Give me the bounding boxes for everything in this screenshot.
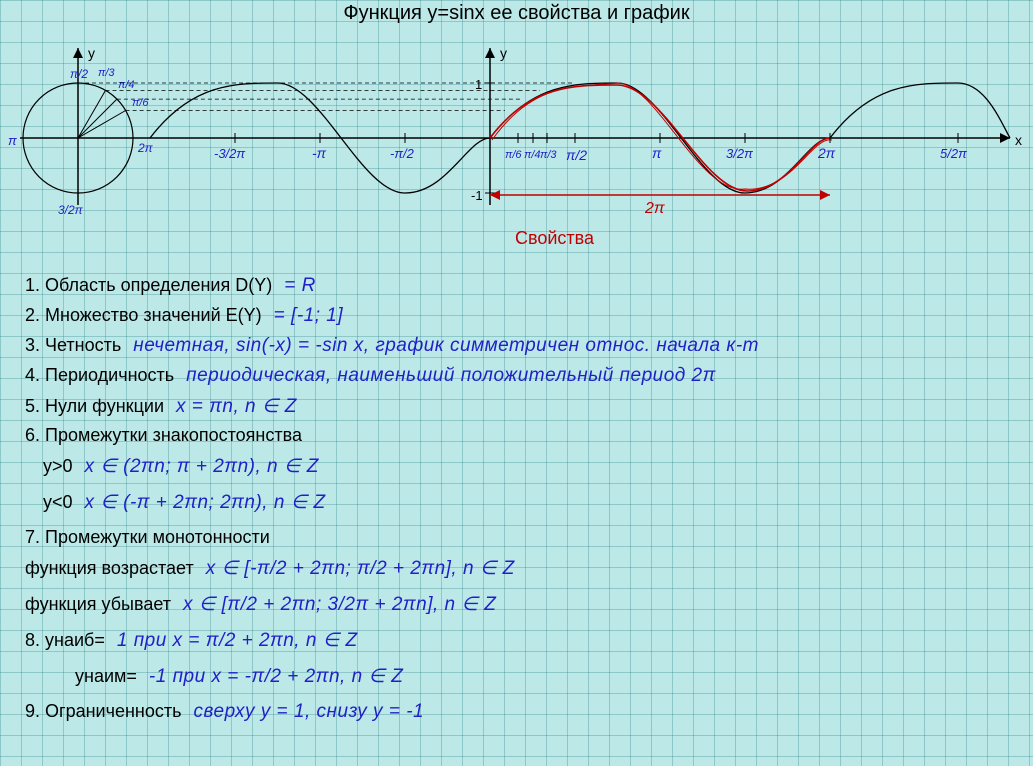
svg-text:π/4: π/4 bbox=[118, 79, 135, 91]
prop-row: y<0 x ∈ (-π + 2πn; 2πn), n ∈ Z bbox=[43, 491, 1015, 517]
prop-row: yнаим= -1 при x = -π/2 + 2πn, n ∈ Z bbox=[55, 665, 1015, 691]
svg-text:π/2: π/2 bbox=[566, 147, 587, 163]
svg-text:y: y bbox=[88, 45, 95, 61]
svg-text:-3/2π: -3/2π bbox=[214, 146, 245, 161]
prop-answer: x ∈ [-π/2 + 2πn; π/2 + 2πn], n ∈ Z bbox=[206, 557, 515, 580]
prop-label: 9. Ограниченность bbox=[25, 701, 182, 722]
prop-row: 7. Промежутки монотонности bbox=[25, 527, 1015, 553]
prop-answer: -1 при x = -π/2 + 2πn, n ∈ Z bbox=[149, 665, 403, 688]
prop-label: yнаим= bbox=[55, 666, 137, 687]
prop-label: 8. yнаиб= bbox=[25, 630, 105, 651]
svg-text:2π: 2π bbox=[644, 200, 665, 217]
svg-text:1: 1 bbox=[475, 77, 482, 92]
prop-row: функция возрастает x ∈ [-π/2 + 2πn; π/2 … bbox=[25, 557, 1015, 583]
prop-row: 3. Четность нечетная, sin(-x) = -sin x, … bbox=[25, 335, 1015, 361]
prop-answer: = [-1; 1] bbox=[274, 305, 343, 327]
svg-text:-1: -1 bbox=[471, 188, 483, 203]
prop-label: 6. Промежутки знакопостоянства bbox=[25, 425, 302, 446]
prop-row: 1. Область определения D(Y) = R bbox=[25, 275, 1015, 301]
prop-label: 1. Область определения D(Y) bbox=[25, 275, 272, 296]
prop-label: y>0 bbox=[43, 456, 73, 477]
prop-row: функция убывает x ∈ [π/2 + 2πn; 3/2π + 2… bbox=[25, 593, 1015, 619]
prop-row: 2. Множество значений E(Y) = [-1; 1] bbox=[25, 305, 1015, 331]
svg-text:5/2π: 5/2π bbox=[940, 146, 967, 161]
prop-row: 6. Промежутки знакопостоянства bbox=[25, 425, 1015, 451]
prop-row: y>0 x ∈ (2πn; π + 2πn), n ∈ Z bbox=[43, 455, 1015, 481]
prop-answer: x ∈ (2πn; π + 2πn), n ∈ Z bbox=[85, 455, 319, 478]
properties-heading: Свойства bbox=[515, 228, 594, 249]
svg-text:-π: -π bbox=[312, 145, 327, 161]
svg-text:π/6: π/6 bbox=[505, 149, 522, 161]
svg-text:-π/2: -π/2 bbox=[390, 146, 415, 161]
prop-label: 5. Нули функции bbox=[25, 396, 164, 417]
prop-answer: 1 при x = π/2 + 2πn, n ∈ Z bbox=[117, 629, 358, 652]
prop-label: функция убывает bbox=[25, 594, 171, 615]
prop-answer: периодическая, наименьший положительный … bbox=[186, 365, 716, 387]
sine-graph: x y y π/2 π/3 π/4 π/6 π 2π 3/2π 1 -1 bbox=[0, 30, 1033, 240]
svg-text:3/2π: 3/2π bbox=[58, 203, 84, 217]
prop-answer: x ∈ (-π + 2πn; 2πn), n ∈ Z bbox=[85, 491, 326, 514]
svg-text:x: x bbox=[1015, 132, 1022, 148]
prop-label: y<0 bbox=[43, 492, 73, 513]
prop-label: 3. Четность bbox=[25, 335, 121, 356]
prop-answer: сверху y = 1, снизу y = -1 bbox=[194, 701, 425, 723]
prop-label: 7. Промежутки монотонности bbox=[25, 527, 270, 548]
svg-text:π: π bbox=[652, 145, 662, 161]
svg-text:π/3: π/3 bbox=[98, 67, 115, 79]
prop-label: 2. Множество значений E(Y) bbox=[25, 305, 262, 326]
prop-row: 4. Периодичность периодическая, наименьш… bbox=[25, 365, 1015, 391]
prop-answer: = R bbox=[284, 275, 316, 297]
svg-text:3/2π: 3/2π bbox=[726, 146, 753, 161]
svg-text:2π: 2π bbox=[817, 145, 836, 161]
prop-answer: нечетная, sin(-x) = -sin x, график симме… bbox=[133, 335, 759, 357]
svg-text:π/4: π/4 bbox=[524, 149, 541, 161]
prop-row: 5. Нули функции x = πn, n ∈ Z bbox=[25, 395, 1015, 421]
svg-text:π/3: π/3 bbox=[540, 149, 557, 161]
page-title: Функция y=sinx ее свойства и график bbox=[0, 2, 1033, 25]
prop-answer: x ∈ [π/2 + 2πn; 3/2π + 2πn], n ∈ Z bbox=[183, 593, 496, 616]
sine-graph-svg: x y y π/2 π/3 π/4 π/6 π 2π 3/2π 1 -1 bbox=[0, 30, 1033, 240]
prop-row: 8. yнаиб= 1 при x = π/2 + 2πn, n ∈ Z bbox=[25, 629, 1015, 655]
properties-list: 1. Область определения D(Y) = R 2. Множе… bbox=[25, 275, 1015, 731]
prop-label: функция возрастает bbox=[25, 558, 194, 579]
svg-text:y: y bbox=[500, 45, 507, 61]
prop-label: 4. Периодичность bbox=[25, 365, 174, 386]
svg-text:2π: 2π bbox=[137, 141, 154, 155]
prop-answer: x = πn, n ∈ Z bbox=[176, 395, 297, 418]
svg-text:π: π bbox=[8, 133, 17, 148]
svg-text:π/2: π/2 bbox=[70, 67, 88, 81]
prop-row: 9. Ограниченность сверху y = 1, снизу y … bbox=[25, 701, 1015, 727]
